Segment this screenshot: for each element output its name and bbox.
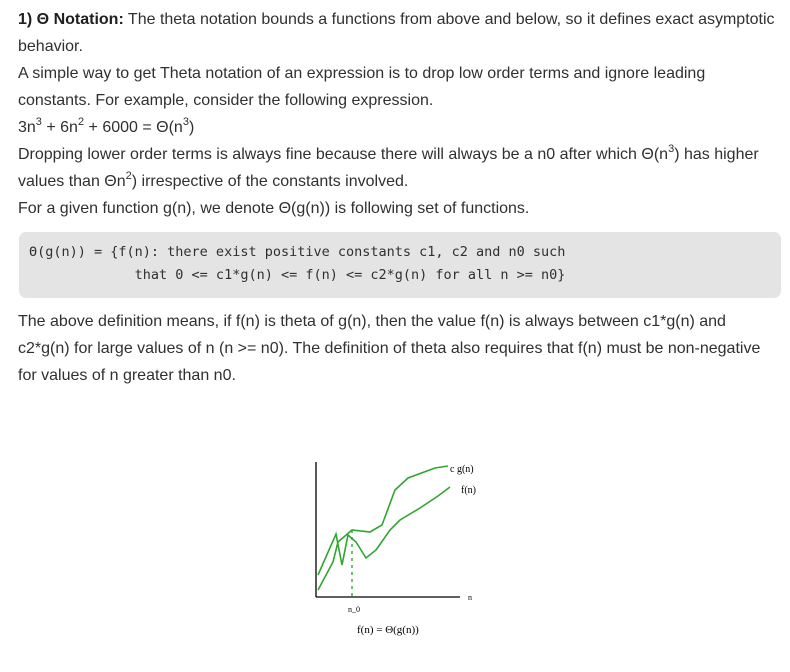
figure-caption: f(n) = Θ(g(n)) [357, 624, 419, 636]
f-label: f(n) [461, 485, 476, 496]
definition-paragraph: The above definition means, if f(n) is t… [18, 313, 761, 384]
f-curve [317, 486, 451, 576]
theta-figure: c g(n) f(n) n n_0 f(n) = Θ(g(n)) [315, 462, 476, 636]
n-label: n [468, 593, 472, 602]
cg-curve [317, 465, 449, 591]
dropping-terms-paragraph: Dropping lower order terms is always fin… [18, 142, 759, 190]
article-content: 1) Θ Notation: The theta notation bounds… [18, 6, 778, 222]
code-line-2: that 0 <= c1*g(n) <= f(n) <= c2*g(n) for… [29, 267, 566, 283]
n0-label: n_0 [348, 605, 360, 614]
given-function-paragraph: For a given function g(n), we denote Θ(g… [18, 200, 530, 217]
cg-label: c g(n) [450, 464, 474, 475]
simple-way-paragraph: A simple way to get Theta notation of an… [18, 65, 706, 109]
code-block: Θ(g(n)) = {f(n): there exist positive co… [19, 232, 781, 298]
intro-paragraph: 1) Θ Notation: The theta notation bounds… [18, 6, 778, 60]
section-heading: 1) Θ Notation: [18, 11, 124, 28]
definition-explanation: The above definition means, if f(n) is t… [18, 308, 778, 389]
code-line-1: Θ(g(n)) = {f(n): there exist positive co… [29, 244, 566, 260]
intro-text: The theta notation bounds a functions fr… [18, 11, 775, 55]
expression-line: 3n3 + 6n2 + 6000 = Θ(n3) [18, 115, 195, 136]
